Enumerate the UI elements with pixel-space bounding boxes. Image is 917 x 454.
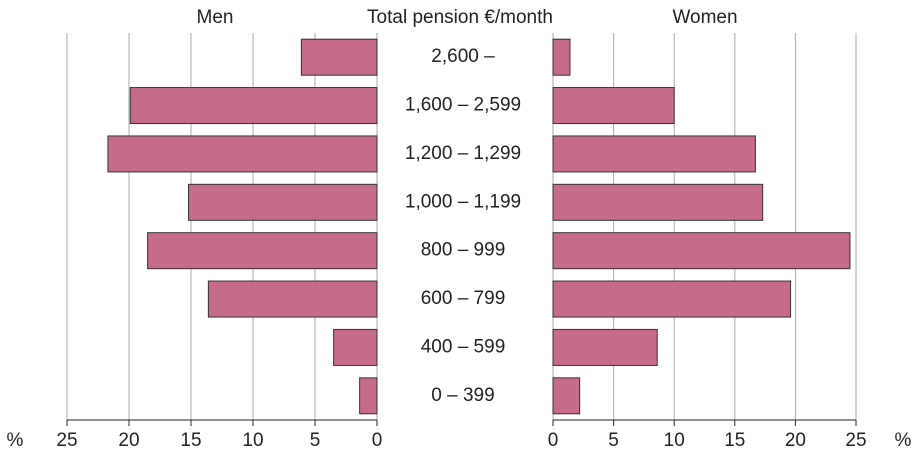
bar [359, 377, 378, 415]
bar [552, 232, 851, 270]
category-label: 800 – 999 [421, 240, 506, 261]
x-tick-label: 0 [372, 430, 383, 451]
bar [207, 280, 378, 318]
bar [552, 87, 675, 125]
x-tick-label: 15 [724, 430, 745, 451]
x-tick-label: 25 [56, 430, 77, 451]
x-tick-label: 15 [180, 430, 201, 451]
chart-title: Total pension €/month [367, 7, 553, 28]
x-tick-label: 10 [242, 430, 263, 451]
category-label: 1,200 – 1,299 [405, 143, 521, 164]
x-tick-label: 5 [608, 430, 619, 451]
bar [333, 328, 378, 366]
axis-label: % [7, 430, 24, 451]
category-label: 1,600 – 2,599 [405, 95, 521, 116]
x-tick-label: 25 [845, 430, 866, 451]
bar [147, 232, 378, 270]
legend-label: Men [197, 7, 234, 28]
bar [188, 183, 378, 221]
x-tick-label: 20 [785, 430, 806, 451]
bar [552, 377, 581, 415]
bar [552, 38, 571, 76]
category-label: 0 – 399 [431, 385, 494, 406]
bar [300, 38, 378, 76]
bar [552, 280, 792, 318]
axis-label: % [895, 430, 912, 451]
category-label: 2,600 – [431, 46, 495, 67]
bar [552, 328, 658, 366]
x-tick-label: 5 [310, 430, 321, 451]
legend-label: Women [672, 7, 737, 28]
x-tick-label: 20 [118, 430, 139, 451]
category-label: 600 – 799 [421, 288, 506, 309]
bar [107, 135, 378, 173]
bar [129, 87, 378, 125]
x-tick-label: 10 [664, 430, 685, 451]
category-label: 1,000 – 1,199 [405, 191, 521, 212]
bar [552, 135, 756, 173]
bar [552, 183, 764, 221]
category-label: 400 – 599 [421, 336, 506, 357]
x-tick-label: 0 [548, 430, 559, 451]
